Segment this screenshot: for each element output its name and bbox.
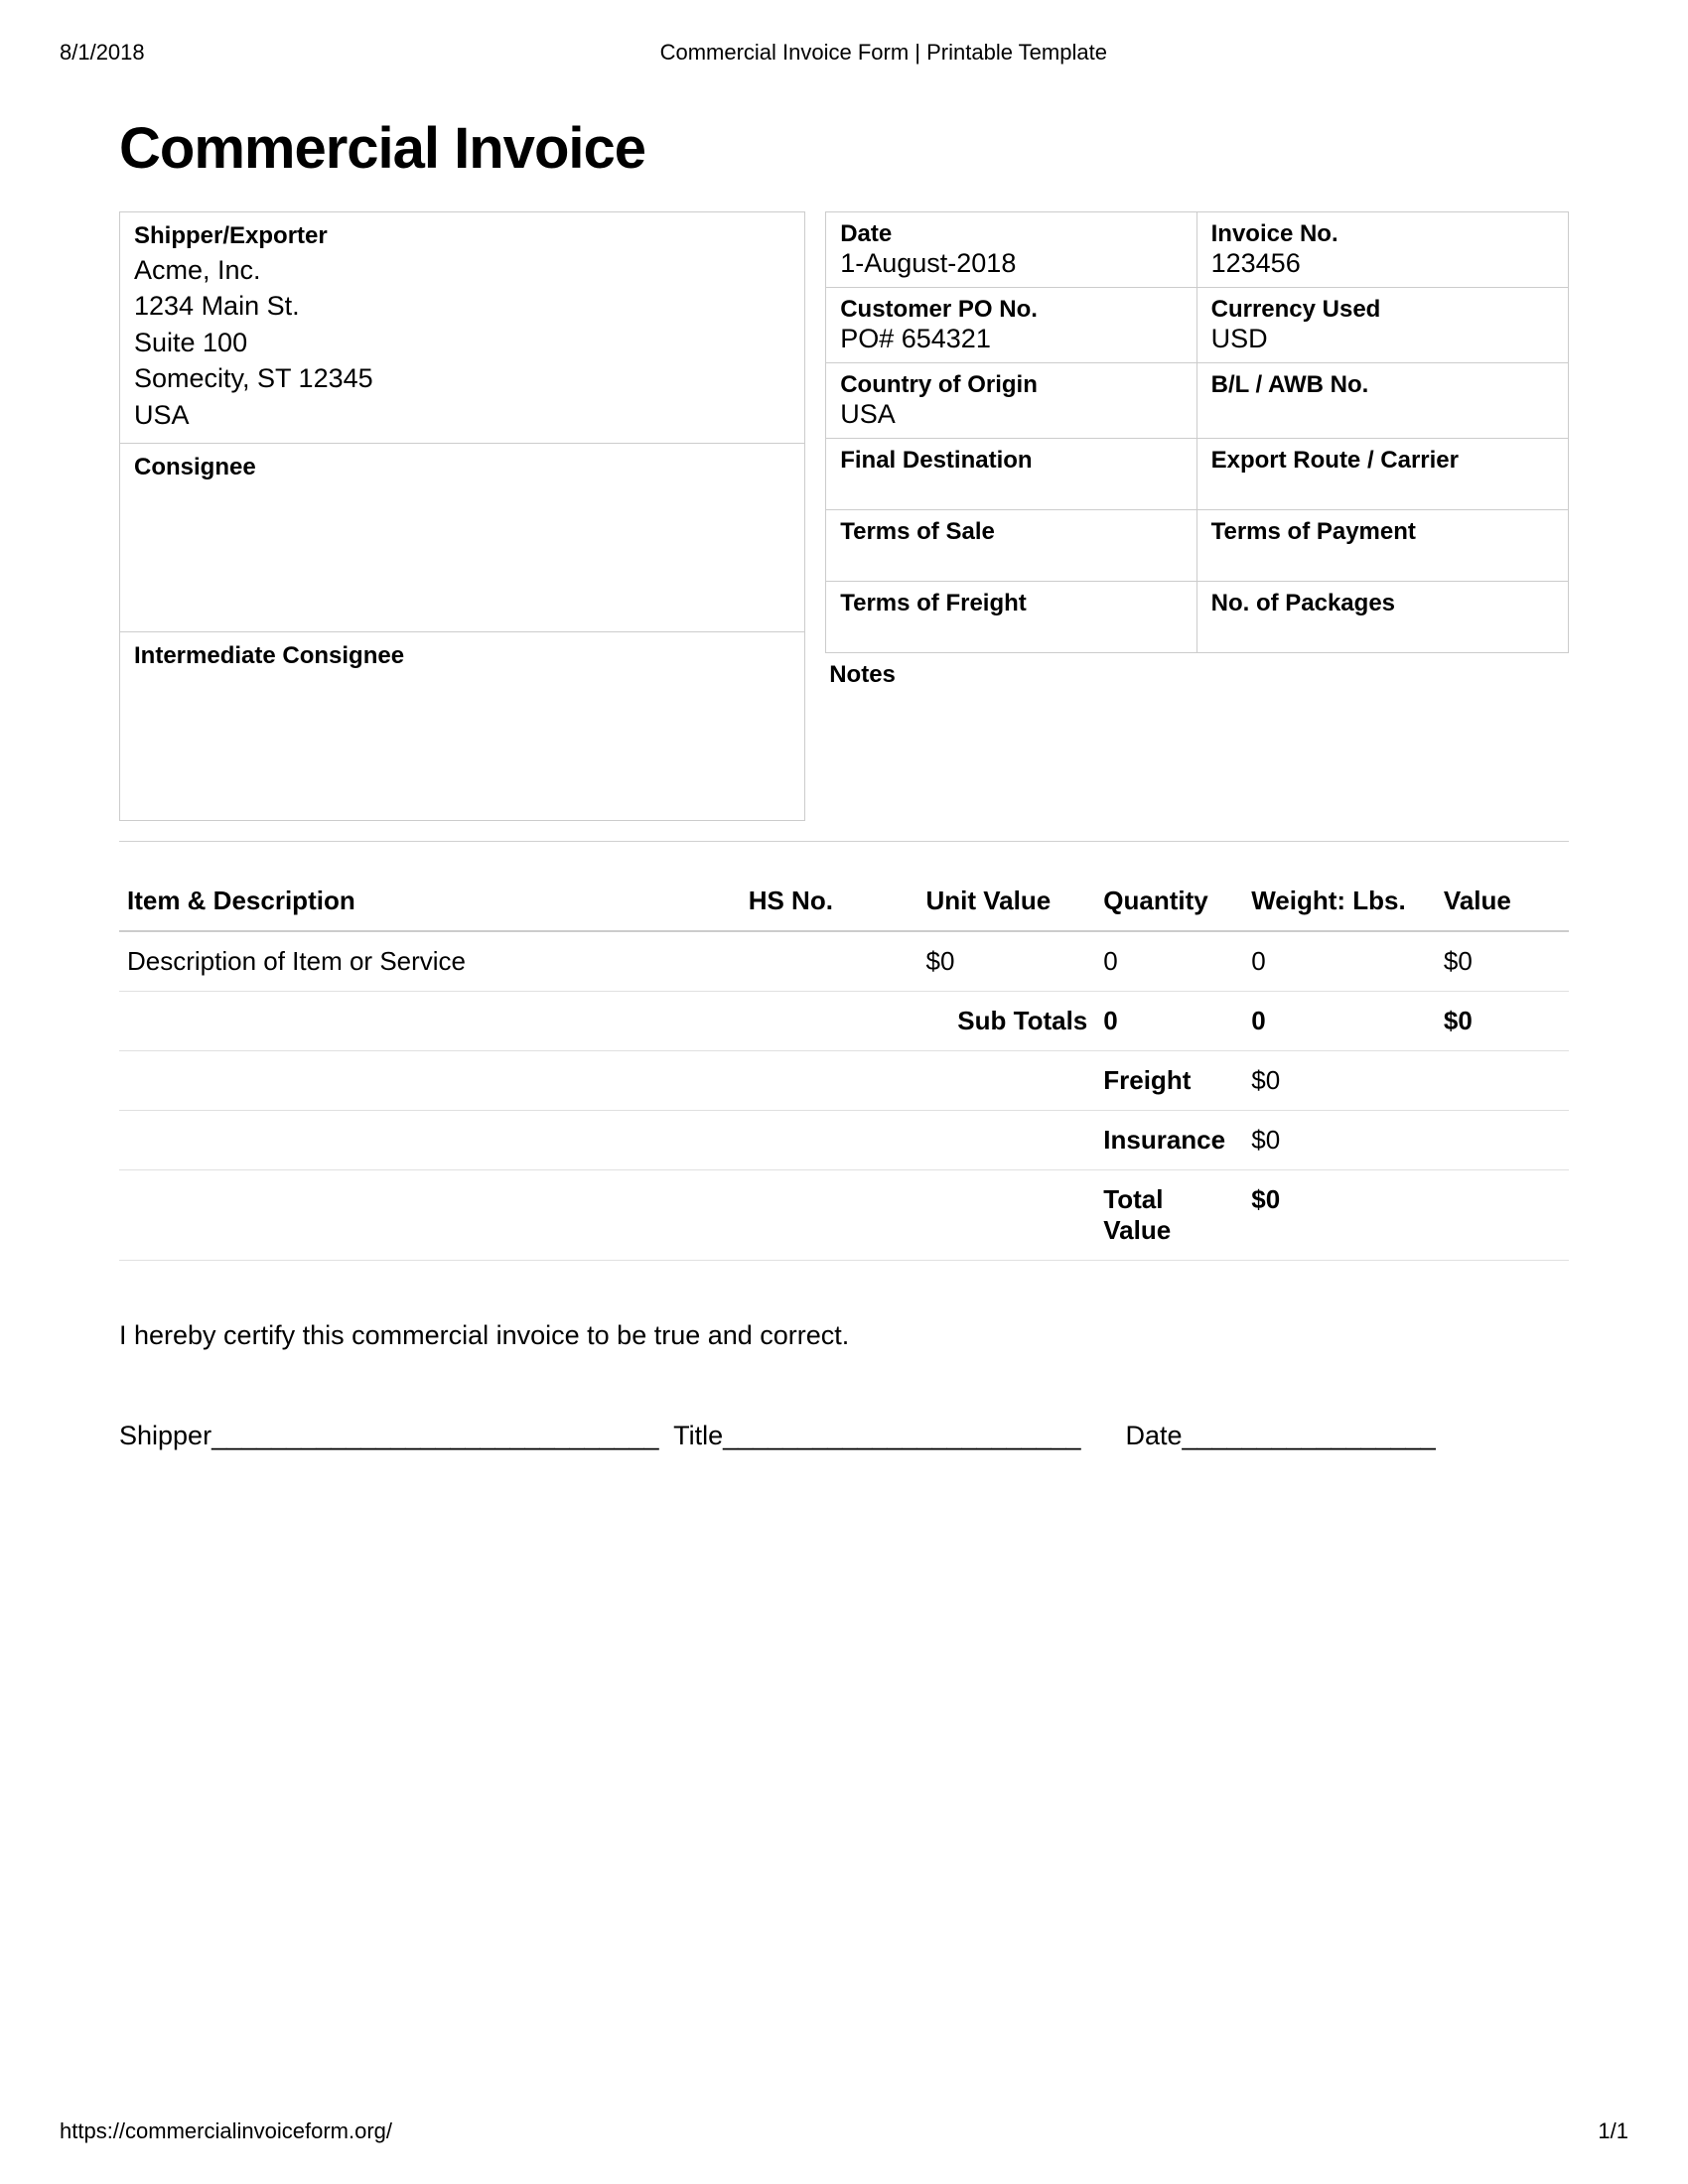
- po-label: Customer PO No.: [840, 296, 1182, 324]
- invoice-no-label: Invoice No.: [1211, 220, 1554, 248]
- sig-shipper-label: Shipper: [119, 1421, 211, 1450]
- invoice-no-value: 123456: [1211, 248, 1554, 279]
- origin-label: Country of Origin: [840, 371, 1182, 399]
- table-header-row: Item & Description HS No. Unit Value Qua…: [119, 872, 1569, 931]
- sig-title-label: Title: [673, 1421, 723, 1450]
- termssale-label: Terms of Sale: [840, 518, 1182, 546]
- shipper-label: Shipper/Exporter: [134, 222, 790, 250]
- shipper-suite: Suite 100: [134, 325, 790, 360]
- shipper-citystate: Somecity, ST 12345: [134, 360, 790, 396]
- cell-desc: Description of Item or Service: [119, 931, 741, 992]
- packages-cell: No. of Packages: [1197, 581, 1568, 652]
- info-grid: Date 1-August-2018 Invoice No. 123456 Cu…: [825, 211, 1569, 653]
- th-hs: HS No.: [741, 872, 918, 931]
- finaldest-label: Final Destination: [840, 447, 1182, 475]
- exportroute-cell: Export Route / Carrier: [1197, 438, 1568, 509]
- freight-row: Freight $0: [119, 1051, 1569, 1111]
- total-value: $0: [1243, 1170, 1436, 1261]
- subtotal-weight: 0: [1243, 992, 1436, 1051]
- signature-line: Shipper______________________________ Ti…: [119, 1421, 1569, 1451]
- po-value: PO# 654321: [840, 324, 1182, 354]
- finaldest-cell: Final Destination: [826, 438, 1196, 509]
- invoice-no-cell: Invoice No. 123456: [1197, 212, 1568, 287]
- cell-weight: 0: [1243, 931, 1436, 992]
- footer-url: https://commercialinvoiceform.org/: [60, 2118, 392, 2144]
- notes-label: Notes: [825, 653, 1569, 689]
- subtotal-qty: 0: [1095, 992, 1243, 1051]
- header-section: Shipper/Exporter Acme, Inc. 1234 Main St…: [119, 211, 1569, 842]
- th-value: Value: [1436, 872, 1569, 931]
- date-value: 1-August-2018: [840, 248, 1182, 279]
- footer-page: 1/1: [1598, 2118, 1628, 2144]
- blawb-label: B/L / AWB No.: [1211, 371, 1554, 399]
- right-column: Date 1-August-2018 Invoice No. 123456 Cu…: [825, 211, 1569, 821]
- termspay-cell: Terms of Payment: [1197, 509, 1568, 581]
- termsfreight-cell: Terms of Freight: [826, 581, 1196, 652]
- origin-cell: Country of Origin USA: [826, 362, 1196, 438]
- currency-label: Currency Used: [1211, 296, 1554, 324]
- th-qty: Quantity: [1095, 872, 1243, 931]
- currency-value: USD: [1211, 324, 1554, 354]
- th-item: Item & Description: [119, 872, 741, 931]
- packages-label: No. of Packages: [1211, 590, 1554, 617]
- shipper-street: 1234 Main St.: [134, 288, 790, 324]
- cell-qty: 0: [1095, 931, 1243, 992]
- print-date: 8/1/2018: [60, 40, 145, 66]
- po-cell: Customer PO No. PO# 654321: [826, 287, 1196, 362]
- intermediate-label: Intermediate Consignee: [134, 642, 790, 670]
- intermediate-box: Intermediate Consignee: [120, 631, 804, 820]
- date-cell: Date 1-August-2018: [826, 212, 1196, 287]
- print-header: 8/1/2018 Commercial Invoice Form | Print…: [60, 40, 1628, 66]
- total-label: Total Value: [1095, 1170, 1243, 1261]
- shipper-box: Shipper/Exporter Acme, Inc. 1234 Main St…: [120, 212, 804, 443]
- left-column: Shipper/Exporter Acme, Inc. 1234 Main St…: [119, 211, 805, 821]
- insurance-label: Insurance: [1095, 1111, 1243, 1170]
- termssale-cell: Terms of Sale: [826, 509, 1196, 581]
- print-title: Commercial Invoice Form | Printable Temp…: [660, 40, 1107, 66]
- print-footer: https://commercialinvoiceform.org/ 1/1: [60, 2118, 1628, 2144]
- cell-value: $0: [1436, 931, 1569, 992]
- items-table: Item & Description HS No. Unit Value Qua…: [119, 872, 1569, 1261]
- termspay-label: Terms of Payment: [1211, 518, 1554, 546]
- th-unit: Unit Value: [917, 872, 1095, 931]
- subtotal-value: $0: [1436, 992, 1569, 1051]
- cell-hs: [741, 931, 918, 992]
- shipper-country: USA: [134, 397, 790, 433]
- subtotal-row: Sub Totals 0 0 $0: [119, 992, 1569, 1051]
- th-weight: Weight: Lbs.: [1243, 872, 1436, 931]
- currency-cell: Currency Used USD: [1197, 287, 1568, 362]
- page-title: Commercial Invoice: [119, 115, 1628, 182]
- insurance-row: Insurance $0: [119, 1111, 1569, 1170]
- shipper-name: Acme, Inc.: [134, 252, 790, 288]
- subtotal-label: Sub Totals: [917, 992, 1095, 1051]
- sig-date-label: Date: [1126, 1421, 1183, 1450]
- consignee-box: Consignee: [120, 443, 804, 631]
- print-spacer: [1622, 40, 1628, 66]
- termsfreight-label: Terms of Freight: [840, 590, 1182, 617]
- blawb-cell: B/L / AWB No.: [1197, 362, 1568, 438]
- origin-value: USA: [840, 399, 1182, 430]
- insurance-value: $0: [1243, 1111, 1436, 1170]
- consignee-label: Consignee: [134, 454, 790, 481]
- certification-text: I hereby certify this commercial invoice…: [119, 1320, 1569, 1351]
- cell-unit: $0: [917, 931, 1095, 992]
- total-row: Total Value $0: [119, 1170, 1569, 1261]
- freight-value: $0: [1243, 1051, 1436, 1111]
- freight-label: Freight: [1095, 1051, 1243, 1111]
- table-row: Description of Item or Service $0 0 0 $0: [119, 931, 1569, 992]
- exportroute-label: Export Route / Carrier: [1211, 447, 1554, 475]
- date-label: Date: [840, 220, 1182, 248]
